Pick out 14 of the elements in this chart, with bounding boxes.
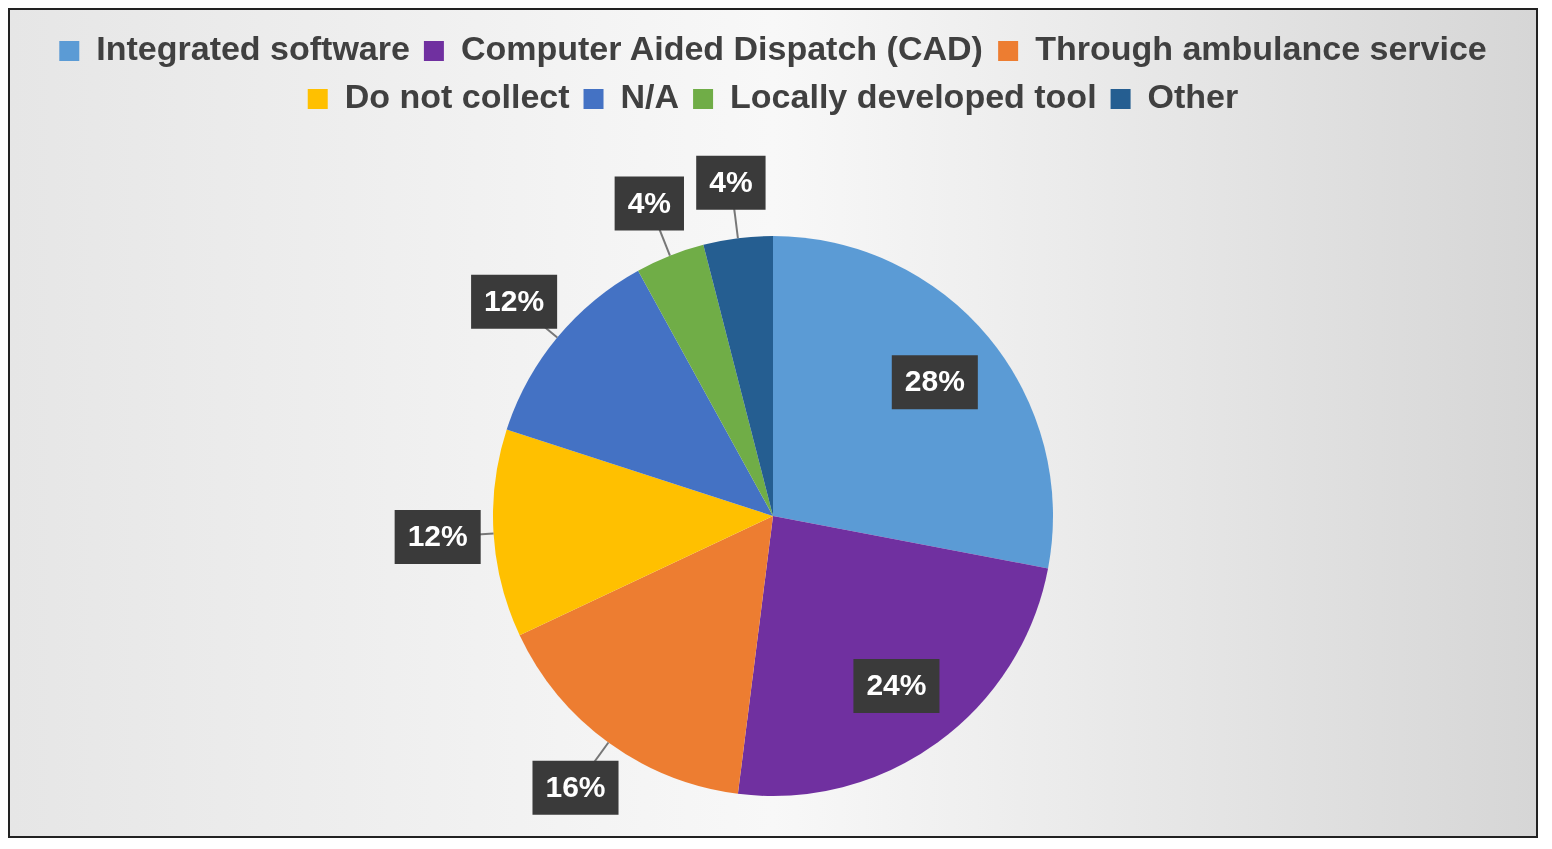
data-label: 4% — [627, 185, 671, 219]
data-label: 24% — [866, 668, 927, 702]
legend-label: Computer Aided Dispatch (CAD) — [460, 29, 983, 68]
data-label: 16% — [545, 770, 606, 804]
legend-label: Integrated software — [96, 29, 410, 68]
data-label: 28% — [904, 364, 965, 398]
legend-label: Do not collect — [344, 77, 570, 116]
data-label: 12% — [407, 519, 468, 553]
legend-label: Locally developed tool — [730, 77, 1097, 116]
data-label: 12% — [484, 284, 545, 318]
data-label: 4% — [709, 164, 753, 198]
legend-label: N/A — [620, 77, 680, 116]
legend-label: Other — [1147, 77, 1239, 116]
legend-label: Through ambulance service — [1035, 29, 1487, 68]
